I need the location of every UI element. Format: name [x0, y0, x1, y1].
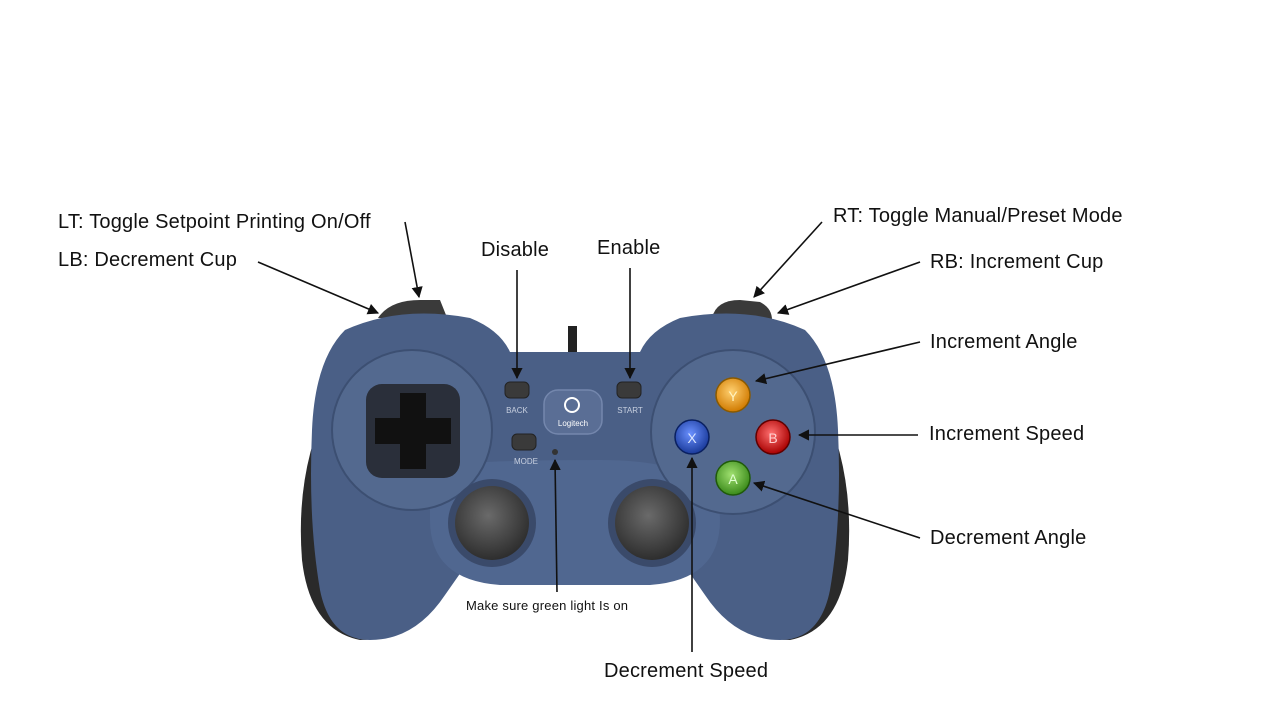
rt-arrow — [753, 221, 823, 298]
right-analog-stick — [615, 486, 689, 560]
rb-arrow — [776, 261, 921, 315]
a-button-label: A — [728, 471, 738, 487]
x-button — [674, 419, 710, 455]
green-light-note: Make sure green light Is on — [466, 598, 629, 613]
logitech-logo-text: Logitech — [558, 419, 588, 428]
inc-angle-arrow — [754, 341, 921, 385]
increment-angle-label: Increment Angle — [930, 331, 1078, 353]
rb-label: RB: Increment Cup — [930, 251, 1104, 273]
lt-label: LT: Toggle Setpoint Printing On/Off — [58, 211, 371, 233]
start-button — [616, 381, 642, 399]
start-button-label: START — [617, 406, 643, 415]
y-button-label: Y — [728, 388, 738, 404]
mode-button-label: MODE — [514, 457, 538, 466]
dpad — [375, 393, 451, 469]
increment-speed-label: Increment Speed — [929, 423, 1085, 445]
b-button — [755, 419, 791, 455]
enable-label: Enable — [597, 237, 661, 259]
back-button-label: BACK — [506, 406, 528, 415]
mode-button — [511, 433, 537, 451]
decrement-speed-label: Decrement Speed — [604, 660, 769, 682]
lb-label: LB: Decrement Cup — [58, 249, 238, 271]
logitech-logo-icon — [564, 397, 580, 413]
lb-arrow — [257, 261, 380, 315]
decrement-angle-label: Decrement Angle — [930, 527, 1087, 549]
a-button — [715, 460, 751, 496]
rt-label: RT: Toggle Manual/Preset Mode — [833, 205, 1123, 227]
y-button — [715, 377, 751, 413]
back-button — [504, 381, 530, 399]
green-light-arrow — [549, 458, 561, 593]
b-button-label: B — [768, 430, 777, 446]
disable-label: Disable — [481, 239, 550, 261]
left-analog-stick — [455, 486, 529, 560]
controller-cable — [568, 326, 577, 354]
mode-led — [552, 449, 558, 455]
lt-arrow — [404, 221, 423, 299]
dec-angle-arrow — [752, 480, 921, 539]
x-button-label: X — [687, 430, 697, 446]
